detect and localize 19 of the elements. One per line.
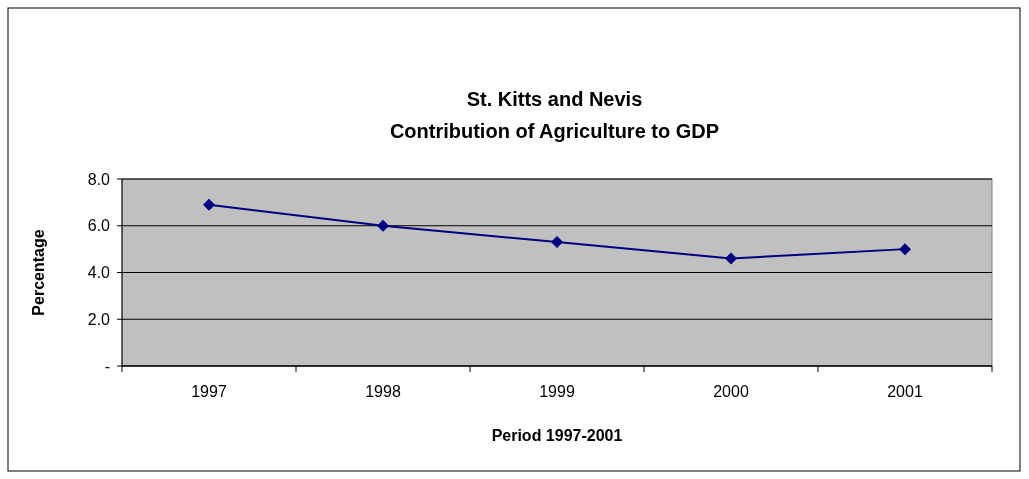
chart-subtitle: Contribution of Agriculture to GDP <box>389 120 720 142</box>
y-tick-label: 6.0 <box>87 217 111 235</box>
point <box>899 243 911 256</box>
y-axis-title: Percentage <box>30 229 47 316</box>
point <box>377 219 389 232</box>
x-tick-label: 2001 <box>887 383 923 400</box>
x-tick-label: 1998 <box>365 383 401 400</box>
x-axis-title: Period 1997-2001 <box>491 427 623 444</box>
y-tick-label: 4.0 <box>87 264 111 282</box>
chart-title: St. Kitts and Nevis <box>466 88 643 110</box>
point <box>551 236 563 249</box>
x-tick-label: 1999 <box>539 383 575 400</box>
y-tick-label: - <box>104 357 110 375</box>
point <box>203 198 215 211</box>
y-tick-label: 2.0 <box>87 310 111 328</box>
y-tick-label: 8.0 <box>87 170 111 188</box>
x-tick-label: 1997 <box>191 383 227 400</box>
point <box>725 252 737 265</box>
x-tick-label: 2000 <box>713 383 749 400</box>
